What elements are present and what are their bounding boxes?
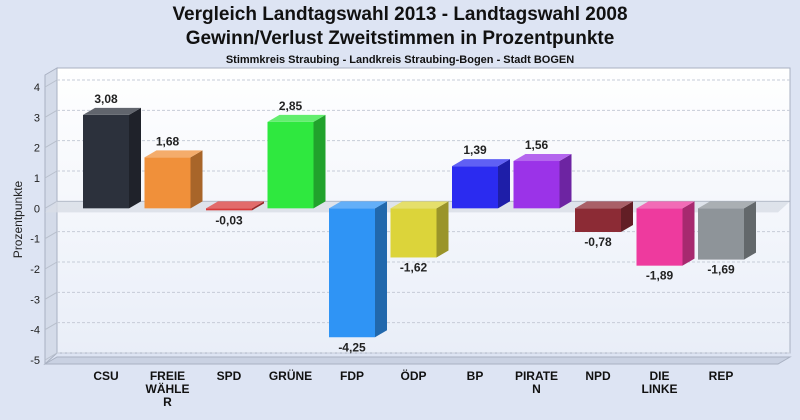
bar-10 (636, 201, 695, 266)
bar-front (267, 121, 314, 209)
x-tick-label: FREIE WÄHLE R (146, 369, 190, 409)
bar-11 (698, 201, 756, 260)
y-tick-label: -2 (30, 264, 40, 276)
bar-side (313, 114, 326, 209)
bar-front (144, 157, 191, 209)
bar-4 (267, 114, 326, 209)
bar-front (329, 208, 375, 338)
bar-side (682, 201, 695, 266)
y-tick-label: 2 (34, 143, 40, 155)
bar-9 (575, 201, 633, 232)
grid-line-depth (44, 170, 58, 179)
x-tick-label: PIRATE N (515, 369, 558, 396)
y-axis-label: Prozentpunkte (11, 180, 25, 258)
bar-top (83, 107, 141, 115)
bar-side (252, 201, 264, 211)
bar-top (513, 154, 572, 162)
bar-top (390, 201, 449, 209)
grid-line-depth (44, 261, 58, 270)
x-tick-label: FDP (340, 369, 364, 383)
x-tick-label: SPD (217, 369, 242, 383)
bar-8 (513, 154, 572, 209)
data-label: 1,68 (156, 134, 180, 148)
bar-side (744, 201, 756, 260)
bar-top (329, 201, 387, 209)
x-tick-label: CSU (93, 369, 118, 383)
data-label: -0,78 (584, 235, 612, 249)
bar-top (144, 150, 203, 158)
bar-1 (83, 107, 141, 209)
y-tick-label: 4 (34, 82, 40, 94)
data-label: -4,25 (338, 340, 366, 354)
bar-side (129, 107, 141, 209)
bar-front (206, 208, 252, 211)
data-label: 1,39 (463, 143, 487, 157)
data-label: 2,85 (279, 99, 303, 113)
bar-6 (390, 201, 449, 258)
x-tick-label: GRÜNE (269, 368, 312, 383)
bar-7 (452, 159, 510, 209)
bar-3 (206, 201, 264, 211)
bar-top (636, 201, 695, 209)
chart-title: Vergleich Landtagswahl 2013 - Landtagswa… (172, 4, 628, 25)
data-label: -1,62 (400, 260, 428, 274)
grid-line-depth (44, 322, 58, 331)
data-label: -0,03 (215, 213, 243, 227)
y-tick-label: 3 (34, 112, 40, 124)
bar-front (698, 208, 744, 260)
bar-side (436, 201, 449, 258)
data-label: 1,56 (525, 138, 549, 152)
bar-side (190, 150, 203, 209)
chart-subsubtitle: Stimmkreis Straubing - Landkreis Straubi… (225, 54, 575, 66)
x-tick-label: REP (709, 369, 734, 383)
x-tick-label: NPD (585, 369, 611, 383)
bar-front (390, 208, 437, 258)
bar-5 (329, 201, 387, 338)
bar-front (636, 208, 683, 266)
bar-side (621, 201, 633, 232)
plot-side-wall (44, 67, 58, 366)
bar-2 (144, 150, 203, 209)
y-tick-label: -3 (30, 294, 40, 306)
grid-line-depth (44, 140, 58, 149)
x-tick-label: DIE LINKE (642, 369, 678, 396)
grid-line-depth (44, 231, 58, 240)
chart-subtitle: Gewinn/Verlust Zweitstimmen in Prozentpu… (185, 28, 615, 49)
bar-top (206, 201, 264, 209)
bar-side (559, 154, 572, 209)
grid-line-depth (44, 352, 58, 361)
bar-side (375, 201, 387, 338)
x-tick-label: BP (467, 369, 484, 383)
bar-side (498, 159, 510, 209)
data-label: -1,69 (707, 263, 735, 277)
bar-top (267, 114, 326, 122)
x-tick-label: ÖDP (400, 368, 426, 383)
bar-top (575, 201, 633, 209)
bar-top (698, 201, 756, 209)
plot-floor (43, 356, 792, 365)
grid-line-depth (44, 200, 58, 209)
data-label: -1,89 (646, 269, 674, 283)
y-tick-label: 0 (34, 203, 40, 215)
y-tick-label: -1 (30, 234, 40, 246)
grid-line-depth (44, 109, 58, 118)
grid-line-depth (44, 79, 58, 88)
bar-top (452, 159, 510, 167)
bar-front (575, 208, 621, 232)
y-tick-label: 1 (34, 173, 40, 185)
y-tick-label: -4 (30, 325, 40, 337)
data-label: 3,08 (94, 92, 118, 106)
bar-front (452, 166, 498, 209)
bar-front (513, 161, 560, 209)
bar-front (83, 114, 129, 209)
y-tick-label: -5 (30, 355, 40, 367)
grid-line-depth (44, 291, 58, 300)
